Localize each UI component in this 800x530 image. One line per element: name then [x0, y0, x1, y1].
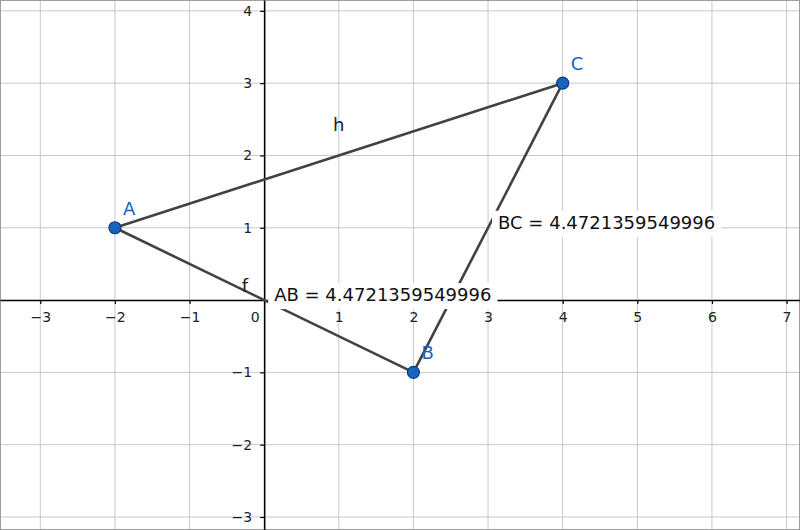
- tick-label: −1: [180, 309, 201, 325]
- grid-line: [0, 444, 800, 445]
- tick-label: −2: [105, 309, 126, 325]
- grid-line: [711, 0, 712, 530]
- grid-line: [413, 0, 414, 530]
- axis-line: [264, 1, 266, 530]
- segment-label: AB = 4.4721359549996: [268, 283, 497, 309]
- tick-mark: [260, 83, 264, 84]
- tick-label: 3: [484, 309, 493, 325]
- annotations: A B Ch f AB = 4.4721359549996 BC = 4.47213595…: [123, 53, 721, 363]
- tick-label: 4: [559, 309, 568, 325]
- tick-mark: [712, 300, 713, 304]
- tick: 5: [633, 300, 642, 325]
- tick-mark: [115, 300, 116, 304]
- tick-label: 1: [335, 309, 344, 325]
- grid-line: [40, 0, 41, 530]
- grid-line: [338, 0, 339, 530]
- tick-label: 3: [243, 75, 252, 91]
- tick: 3: [243, 75, 264, 91]
- tick: 4: [243, 3, 264, 19]
- segment-label-text: AB = 4.4721359549996: [274, 284, 491, 305]
- tick: 0: [251, 300, 265, 325]
- tick-label: 7: [783, 309, 792, 325]
- point-label: A: [123, 198, 136, 219]
- segment-name: h: [333, 114, 344, 135]
- tick-label: 2: [243, 147, 252, 163]
- tick: 4: [559, 300, 568, 325]
- grid-line: [114, 0, 115, 530]
- label-box: [268, 283, 497, 309]
- tick: −1: [180, 300, 201, 325]
- tick: 7: [783, 300, 792, 325]
- tick-label: 2: [409, 309, 418, 325]
- tick: −2: [105, 300, 126, 325]
- grid-line: [0, 155, 800, 156]
- tick-mark: [260, 11, 264, 12]
- grid-line: [0, 372, 800, 373]
- grid-line: [264, 0, 265, 530]
- tick: 6: [708, 300, 717, 325]
- segment-label: BC = 4.4721359549996: [492, 211, 721, 237]
- tick: −2: [232, 437, 265, 453]
- segment: [115, 83, 563, 228]
- tick-mark: [260, 445, 264, 446]
- grid: [0, 0, 800, 530]
- point: [109, 222, 121, 234]
- tick-label: 0: [251, 309, 260, 325]
- tick-label: −3: [30, 309, 51, 325]
- tick-label: 4: [243, 3, 252, 19]
- grid-line: [0, 516, 800, 517]
- chart: −3 −2 −1 0 1 2 3 4 5 6 7 −3 −2 −1 1 2 3 4 A B Ch f AB = 4.4721…: [0, 0, 800, 530]
- tick: −3: [30, 300, 51, 325]
- tick: −1: [232, 364, 265, 380]
- tick-label: −2: [232, 437, 253, 453]
- point: [407, 366, 419, 378]
- tick-label: 6: [708, 309, 717, 325]
- point: [557, 77, 569, 89]
- tick-mark: [260, 372, 264, 373]
- tick-mark: [563, 300, 564, 304]
- label-box: [492, 211, 721, 237]
- tick-mark: [260, 228, 264, 229]
- tick-label: −1: [232, 364, 253, 380]
- segment-name: f: [242, 275, 249, 296]
- plot-frame: [1, 1, 800, 530]
- tick-mark: [189, 300, 190, 304]
- grid-line: [0, 83, 800, 84]
- grid-line: [786, 0, 787, 530]
- tick-mark: [637, 300, 638, 304]
- tick-mark: [260, 155, 264, 156]
- grid-line: [0, 10, 800, 11]
- point-label: B: [421, 342, 433, 363]
- tick: 1: [243, 220, 264, 236]
- tick-label: 5: [633, 309, 642, 325]
- tick-label: −3: [232, 509, 253, 525]
- y-axis: −3 −2 −1 1 2 3 4: [232, 1, 265, 530]
- tick-mark: [786, 300, 787, 304]
- tick-label: 1: [243, 220, 252, 236]
- segment-label-text: BC = 4.4721359549996: [498, 212, 715, 233]
- tick-mark: [40, 300, 41, 304]
- grid-line: [637, 0, 638, 530]
- tick: 2: [243, 147, 264, 163]
- grid-line: [488, 0, 489, 530]
- tick-mark: [260, 517, 264, 518]
- point-label: C: [571, 53, 584, 74]
- tick: −3: [232, 509, 265, 525]
